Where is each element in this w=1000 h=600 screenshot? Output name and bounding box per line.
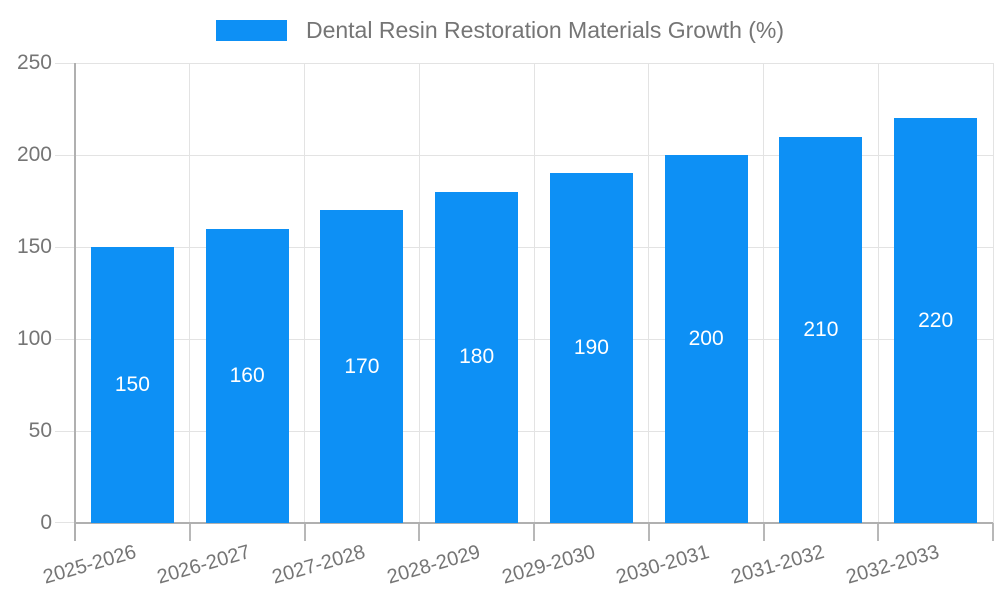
gridline-vertical <box>992 63 994 523</box>
gridline-vertical <box>533 63 535 523</box>
bar-2025-2026[interactable]: 150 <box>90 247 174 523</box>
bar-value-label: 160 <box>229 363 265 387</box>
x-axis-tick <box>647 523 650 541</box>
gridline-horizontal <box>55 247 993 248</box>
x-axis-tick <box>418 523 421 541</box>
x-axis-tick <box>762 523 765 541</box>
x-axis-line <box>75 522 993 524</box>
x-axis-tick <box>877 523 880 541</box>
bar-value-label: 190 <box>573 336 609 360</box>
x-axis-tick <box>188 523 191 541</box>
y-axis-tick-label: 250 <box>16 51 52 74</box>
legend: Dental Resin Restoration Materials Growt… <box>0 17 1000 44</box>
y-axis-tick-label: 150 <box>16 235 52 258</box>
gridline-vertical <box>877 63 879 523</box>
bar-2028-2029[interactable]: 180 <box>435 191 519 523</box>
gridline-vertical <box>189 63 191 523</box>
x-axis-category-label: 2032-2033 <box>843 541 942 589</box>
gridline-vertical <box>304 63 305 523</box>
bar-2031-2032[interactable]: 210 <box>779 136 863 523</box>
gridline-vertical <box>418 63 420 523</box>
bar-value-label: 170 <box>344 354 380 378</box>
bar-value-label: 150 <box>114 373 150 396</box>
x-axis-category-label: 2028-2029 <box>384 541 483 589</box>
bar-2030-2031[interactable]: 200 <box>664 155 748 523</box>
x-axis-category-label: 2029-2030 <box>499 541 598 589</box>
y-axis-line <box>74 63 76 541</box>
gridline-horizontal <box>55 431 993 432</box>
bar-2029-2030[interactable]: 190 <box>549 173 633 523</box>
bar-2026-2027[interactable]: 160 <box>205 228 289 523</box>
y-axis-tick-label: 200 <box>16 143 52 166</box>
y-axis-tick-label: 100 <box>16 327 52 350</box>
gridline-horizontal <box>55 155 993 156</box>
bar-value-label: 210 <box>803 317 839 341</box>
bar-value-label: 220 <box>918 308 954 332</box>
x-axis-category-label: 2027-2028 <box>269 541 368 589</box>
y-axis-tick-label: 50 <box>28 419 52 442</box>
bar-value-label: 180 <box>459 345 495 369</box>
bar-value-label: 200 <box>688 327 724 350</box>
x-axis-tick <box>303 523 306 541</box>
gridline-horizontal <box>55 339 993 340</box>
x-axis-category-label: 2025-2026 <box>40 541 139 589</box>
x-axis-category-label: 2026-2027 <box>155 541 254 589</box>
legend-item-growth[interactable]: Dental Resin Restoration Materials Growt… <box>215 17 785 44</box>
gridline-vertical <box>763 63 764 523</box>
gridline-horizontal <box>55 63 993 64</box>
legend-swatch-icon <box>215 20 287 41</box>
grid-tick-stub <box>55 522 75 523</box>
bar-2027-2028[interactable]: 170 <box>320 210 404 523</box>
x-axis-category-label: 2030-2031 <box>614 541 713 589</box>
legend-label: Dental Resin Restoration Materials Growt… <box>305 17 785 43</box>
gridline-vertical <box>648 63 650 523</box>
x-axis-tick <box>992 523 994 541</box>
x-axis-category-label: 2031-2032 <box>728 541 827 589</box>
x-axis-tick <box>533 523 535 541</box>
bar-2032-2033[interactable]: 220 <box>894 118 978 523</box>
y-axis-tick-label: 0 <box>40 511 52 534</box>
